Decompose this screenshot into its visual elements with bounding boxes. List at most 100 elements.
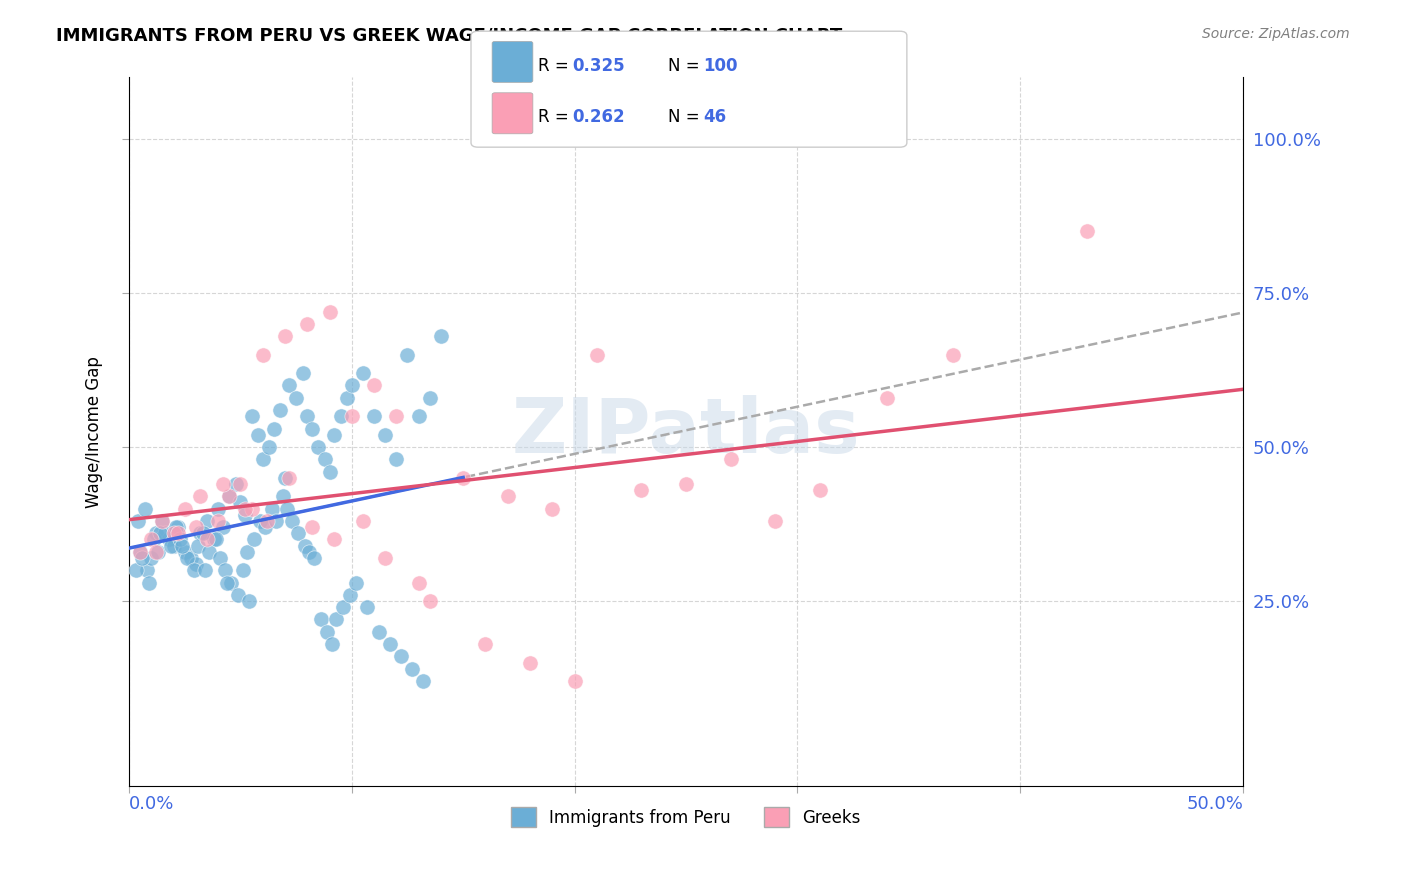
Point [221, 575, 243, 590]
Point [430, 329, 453, 343]
Point [209, 550, 232, 565]
Point [419, 391, 441, 405]
Point [763, 514, 786, 528]
Point [294, 539, 316, 553]
Point [321, 637, 343, 651]
Point [142, 533, 165, 547]
Point [309, 612, 332, 626]
Point [363, 409, 385, 424]
Point [352, 366, 374, 380]
Point [389, 649, 412, 664]
Point [630, 483, 652, 497]
Point [153, 526, 176, 541]
Point [675, 477, 697, 491]
Text: 0.325: 0.325 [572, 57, 624, 75]
Point [367, 624, 389, 639]
Point [145, 545, 167, 559]
Text: N =: N = [668, 57, 704, 75]
Point [188, 526, 211, 541]
Point [215, 575, 238, 590]
Point [194, 563, 217, 577]
Point [211, 477, 233, 491]
Text: R =: R = [538, 108, 575, 126]
Point [274, 329, 297, 343]
Point [339, 588, 361, 602]
Point [183, 563, 205, 577]
Y-axis label: Wage/Income Gap: Wage/Income Gap [86, 356, 103, 508]
Point [408, 409, 430, 424]
Point [325, 612, 347, 626]
Point [152, 514, 174, 528]
Point [162, 539, 184, 553]
Point [233, 508, 256, 522]
Point [195, 514, 218, 528]
Point [162, 526, 184, 541]
Point [378, 637, 401, 651]
Point [297, 409, 319, 424]
Point [298, 545, 321, 559]
Point [260, 501, 283, 516]
Point [336, 391, 359, 405]
Point [385, 452, 408, 467]
Point [412, 674, 434, 689]
Point [301, 520, 323, 534]
Text: IMMIGRANTS FROM PERU VS GREEK WAGE/INCOME GAP CORRELATION CHART: IMMIGRANTS FROM PERU VS GREEK WAGE/INCOM… [56, 27, 842, 45]
Point [451, 471, 474, 485]
Point [188, 489, 211, 503]
Point [187, 539, 209, 553]
Point [586, 348, 609, 362]
Point [307, 440, 329, 454]
Point [202, 533, 225, 547]
Point [1076, 224, 1098, 238]
Point [564, 674, 586, 689]
Text: 0.0%: 0.0% [129, 795, 174, 813]
Point [323, 533, 346, 547]
Point [385, 409, 408, 424]
Point [214, 563, 236, 577]
Point [302, 550, 325, 565]
Point [419, 594, 441, 608]
Point [264, 514, 287, 528]
Point [249, 514, 271, 528]
Point [233, 501, 256, 516]
Point [138, 575, 160, 590]
Point [169, 533, 191, 547]
Point [340, 409, 363, 424]
Point [160, 539, 183, 553]
Point [496, 489, 519, 503]
Point [238, 594, 260, 608]
Point [207, 501, 229, 516]
Point [134, 501, 156, 516]
Point [474, 637, 496, 651]
Point [240, 409, 263, 424]
Point [374, 550, 396, 565]
Point [218, 489, 240, 503]
Point [127, 514, 149, 528]
Point [184, 520, 207, 534]
Point [149, 526, 172, 541]
Point [252, 452, 274, 467]
Point [173, 545, 195, 559]
Point [314, 452, 336, 467]
Point [276, 501, 298, 516]
Point [165, 520, 187, 534]
Point [942, 348, 965, 362]
Point [541, 501, 564, 516]
Point [172, 539, 194, 553]
Point [152, 514, 174, 528]
Text: 0.262: 0.262 [572, 108, 624, 126]
Point [229, 495, 252, 509]
Point [259, 440, 281, 454]
Point [232, 563, 254, 577]
Point [876, 391, 898, 405]
Text: ZIPatlas: ZIPatlas [512, 394, 860, 468]
Point [146, 545, 169, 559]
Point [374, 427, 396, 442]
Point [184, 557, 207, 571]
Point [356, 600, 378, 615]
Text: Source: ZipAtlas.com: Source: ZipAtlas.com [1202, 27, 1350, 41]
Point [396, 348, 419, 362]
Legend: Immigrants from Peru, Greeks: Immigrants from Peru, Greeks [505, 800, 868, 834]
Point [145, 526, 167, 541]
Point [129, 545, 152, 559]
